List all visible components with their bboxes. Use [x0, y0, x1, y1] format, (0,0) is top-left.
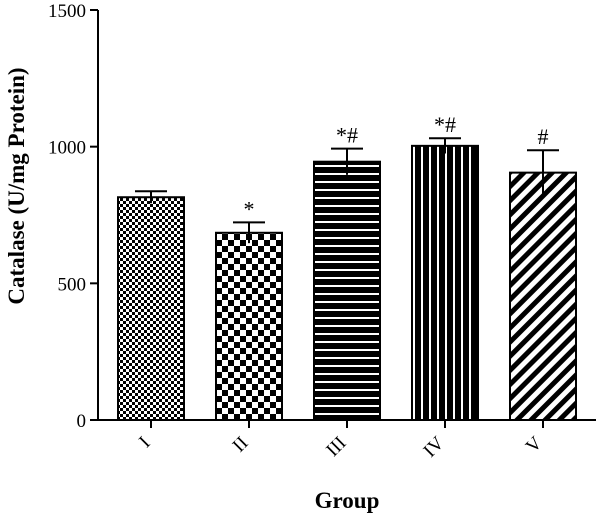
bar-ii [215, 231, 283, 421]
bar-v [509, 171, 577, 421]
bar-iv [411, 144, 479, 421]
bar-i [117, 196, 185, 421]
y-tick-label: 500 [58, 274, 87, 295]
significance-label: *# [336, 123, 358, 148]
significance-label: * [244, 196, 255, 221]
significance-label: # [538, 124, 549, 149]
y-tick-label: 1000 [48, 138, 86, 159]
x-axis-title: Group [315, 488, 380, 513]
bars: * *# *# # [117, 112, 577, 421]
x-tick-label: III [322, 433, 350, 461]
x-axis: I II III IV V [98, 419, 596, 462]
y-axis-title: Catalase (U/mg Protein) [4, 67, 29, 304]
x-tick-label: IV [419, 432, 448, 461]
x-tick-label: I [135, 433, 154, 452]
y-axis: 0 500 1000 1500 [48, 1, 99, 432]
y-tick-label: 0 [77, 411, 87, 432]
bar-iii [313, 160, 381, 421]
significance-label: *# [434, 112, 456, 137]
x-tick-label: II [229, 433, 253, 457]
x-tick-label: V [522, 432, 547, 457]
y-tick-label: 1500 [48, 1, 86, 22]
